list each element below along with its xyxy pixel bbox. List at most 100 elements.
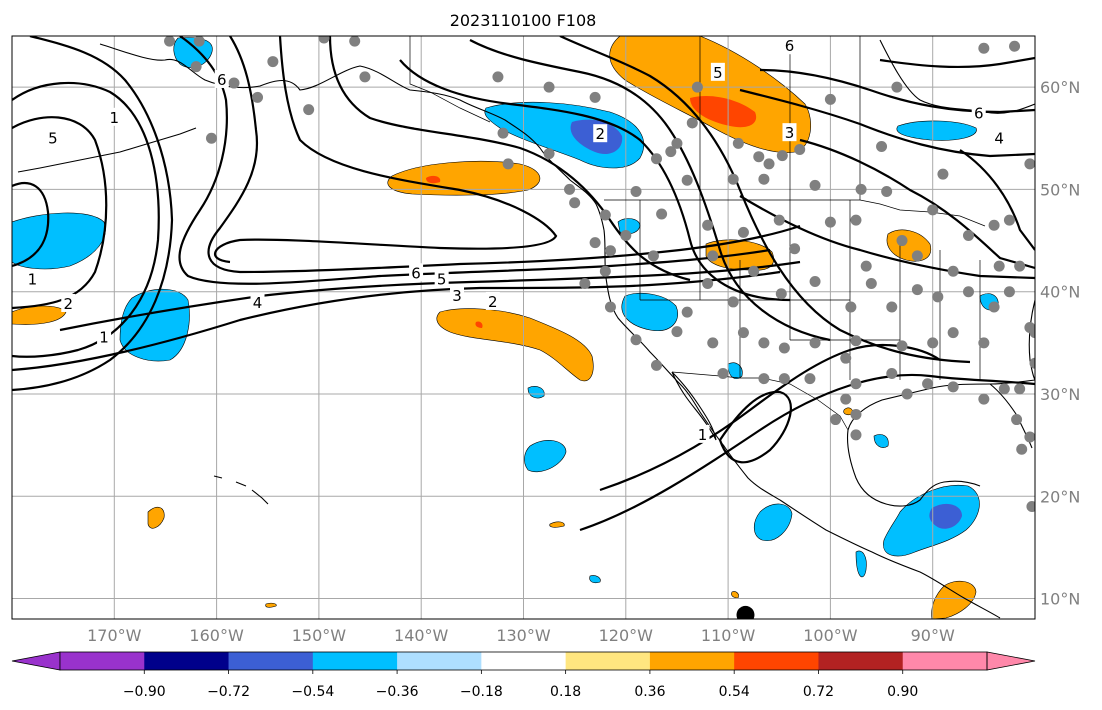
contour-label-text: 1 — [99, 329, 109, 347]
positive-anomaly-gulf-alaska — [387, 161, 541, 196]
station-dot — [497, 127, 509, 139]
contour-label-text: 4 — [994, 129, 1004, 147]
contour-label: 5 — [434, 269, 449, 288]
coast-baja — [671, 371, 717, 441]
station-dot — [303, 104, 315, 116]
state-borders — [409, 36, 986, 431]
negative-anomaly-pacific-west — [12, 212, 106, 270]
colorbar-segment — [60, 652, 145, 670]
colorbar-tick-label: 0.18 — [550, 684, 581, 700]
station-dot — [1024, 158, 1035, 170]
colorbar-under-triangle — [11, 651, 61, 671]
longitude-ticks: 170°W 160°W 150°W 140°W 130°W 120°W 110°W 100°W… — [87, 626, 955, 645]
colorbar-tick-label: −0.54 — [291, 684, 334, 700]
contour-label: 4 — [250, 292, 265, 312]
station-dot — [947, 381, 959, 393]
station-dot — [809, 275, 821, 287]
station-dot — [579, 278, 591, 290]
station-dot — [564, 183, 576, 195]
colorbar-tick-label: −0.72 — [207, 684, 250, 700]
longitude-tick-label: 170°W — [87, 626, 142, 645]
station-dot — [911, 284, 923, 296]
negative-anomaly-mx-coast — [753, 503, 793, 541]
latitude-tick-label: 60°N — [1040, 78, 1080, 97]
contour-line — [207, 36, 801, 274]
negative-anomaly-pacific-mid — [119, 288, 190, 362]
latitude-tick-label: 30°N — [1040, 385, 1080, 404]
positive-anomaly-tiny-4 — [731, 591, 739, 599]
station-dot — [758, 337, 770, 349]
contour-label-bg — [992, 128, 1007, 147]
station-dot — [671, 137, 683, 149]
contour-label-bg — [97, 327, 112, 346]
positive-anomaly-northwest — [609, 36, 811, 153]
contour-line — [59, 260, 801, 332]
station-dot — [763, 158, 775, 170]
contour-label-text: 5 — [48, 129, 58, 147]
contour-label: 3 — [450, 285, 465, 305]
negative-anomaly-yucatan-core — [929, 503, 962, 529]
colorbar-segment — [565, 652, 651, 670]
station-dot — [650, 153, 662, 165]
station-dot — [604, 301, 616, 313]
contour-label-text: 6 — [411, 264, 421, 282]
latitude-tick-label: 10°N — [1040, 590, 1080, 609]
station-dot — [963, 286, 975, 298]
station-dot — [492, 71, 504, 83]
station-dot — [845, 301, 857, 313]
map-title: 2023110100 F108 — [450, 11, 597, 30]
contour-line — [579, 373, 1035, 532]
station-dot — [569, 197, 581, 209]
contour-label-text: 1 — [110, 109, 120, 127]
station-dot — [891, 81, 903, 93]
contour-label: 3 — [782, 123, 797, 142]
map-frame — [11, 35, 1036, 620]
station-dot — [543, 148, 555, 160]
station-dot — [860, 260, 872, 272]
station-dot — [988, 219, 1000, 231]
latitude-tick-label: 50°N — [1040, 180, 1080, 199]
state-grid — [639, 200, 981, 380]
negative-anomaly-mexico — [727, 362, 743, 379]
station-dot — [988, 301, 1000, 313]
latitude-tick-label: 40°N — [1040, 283, 1080, 302]
contour-line — [599, 344, 941, 492]
contour-label-bg — [485, 291, 500, 310]
station-dot — [1029, 327, 1035, 339]
contour-label: 1 — [695, 424, 710, 444]
station-dot — [543, 81, 555, 93]
contour-label: 5 — [45, 128, 60, 147]
station-dot — [252, 91, 264, 103]
station-dot — [630, 185, 642, 197]
contour-label-bg — [409, 263, 424, 282]
station-dot — [804, 373, 816, 385]
station-dot — [748, 265, 760, 277]
station-dot — [164, 36, 176, 47]
contour-label-text: 2 — [63, 295, 73, 313]
colorbar-frame — [59, 651, 988, 671]
station-dot — [840, 352, 852, 364]
station-dot — [809, 337, 821, 349]
longitude-tick-label: 90°W — [911, 626, 955, 645]
contour-line — [12, 270, 781, 372]
station-dot — [318, 36, 330, 44]
station-dot — [758, 173, 770, 185]
station-dot — [1014, 383, 1026, 395]
contour-line — [799, 138, 1035, 270]
station-dot — [789, 243, 801, 255]
station-dot — [589, 237, 601, 249]
station-dot — [707, 337, 719, 349]
negative-anomaly-gulf — [873, 434, 889, 448]
station-dot — [978, 393, 990, 405]
contour-line — [879, 56, 1035, 69]
station-dot — [1003, 286, 1015, 298]
station-dot — [647, 250, 659, 262]
station-dot — [947, 327, 959, 339]
colorbar-tick-label: 0.54 — [719, 684, 750, 700]
station-dot — [691, 81, 703, 93]
contour-label-bg — [971, 103, 986, 122]
positive-anomaly-subtropical — [436, 308, 594, 382]
longitude-tick-label: 130°W — [496, 626, 551, 645]
station-dot — [824, 216, 836, 228]
station-dot — [686, 117, 698, 129]
